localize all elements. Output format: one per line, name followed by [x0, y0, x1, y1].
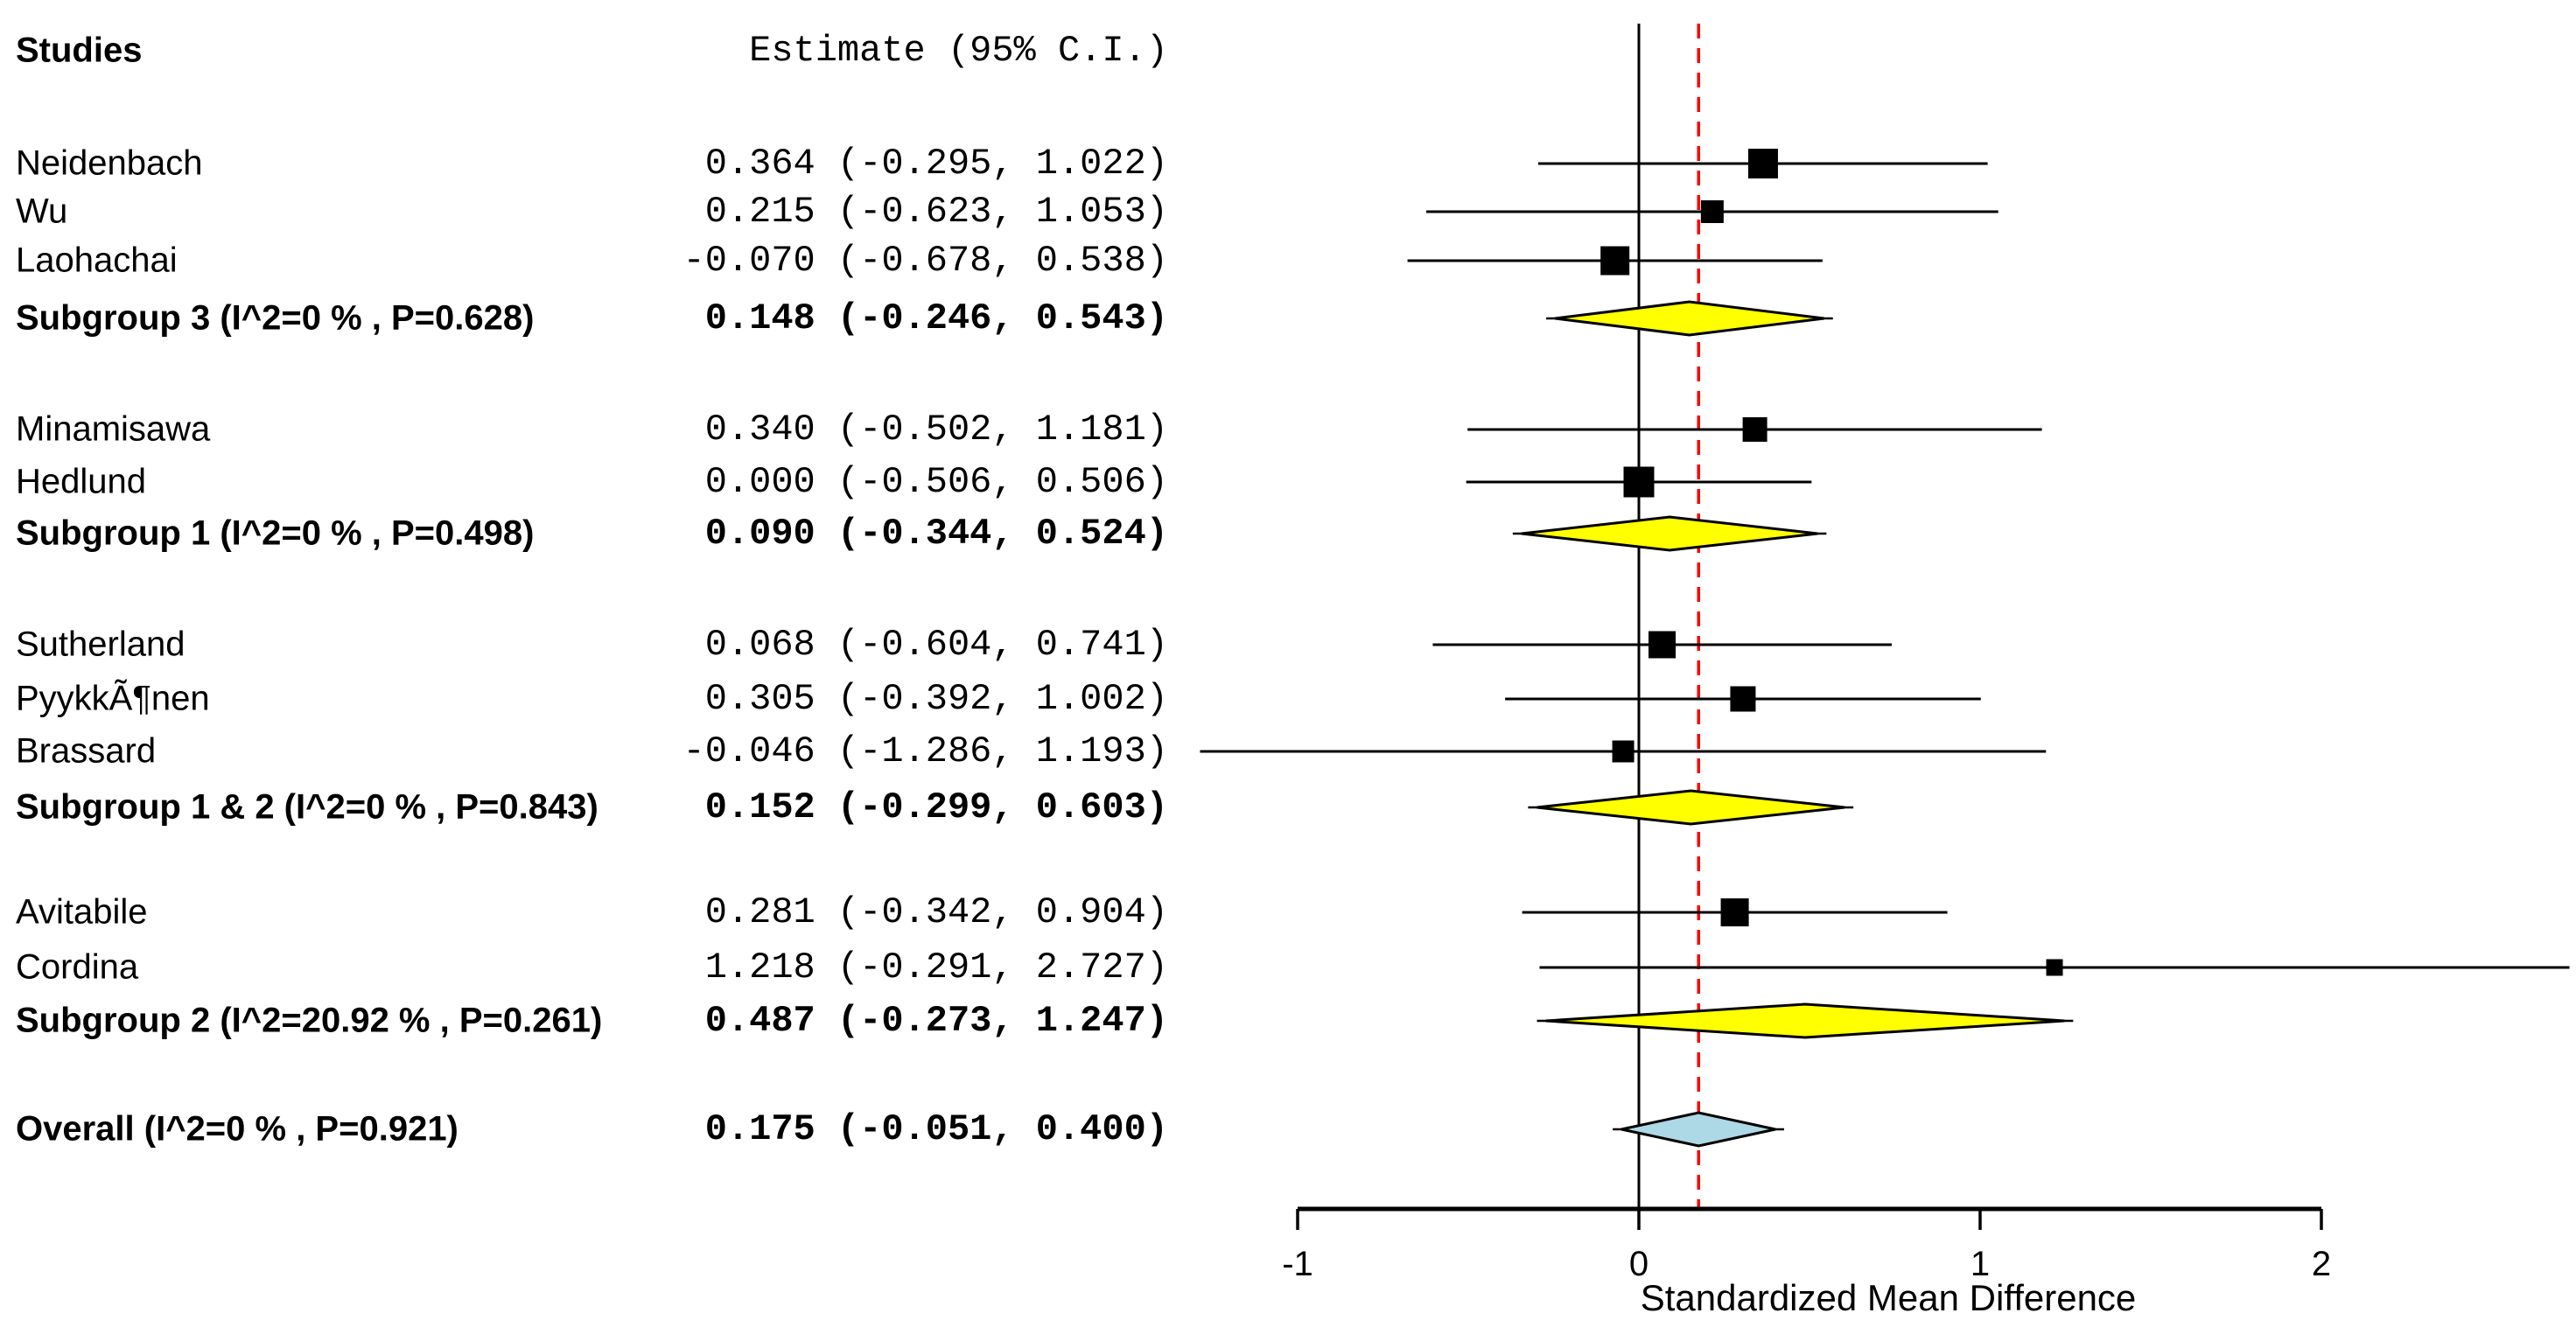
subgroup-diamond	[1545, 1002, 2065, 1039]
estimate-square	[1742, 417, 1768, 442]
subgroup-label: Overall (I^2=0 % , P=0.921)	[16, 1109, 458, 1149]
study-label: Wu	[16, 192, 68, 231]
estimate-value: 0.175 (-0.051, 0.400)	[704, 1108, 1168, 1150]
x-tick-label: 1	[1970, 1245, 1990, 1283]
estimate-square	[1648, 631, 1676, 659]
estimate-value: 0.090 (-0.344, 0.524)	[704, 513, 1168, 555]
studies-column-header: Studies	[16, 31, 143, 70]
estimate-value: 0.068 (-0.604, 0.741)	[704, 624, 1168, 666]
subgroup-label: Subgroup 3 (I^2=0 % , P=0.628)	[16, 298, 535, 338]
estimate-square	[1720, 898, 1749, 926]
estimate-value: 0.340 (-0.502, 1.181)	[704, 409, 1168, 450]
estimate-value: -0.046 (-1.286, 1.193)	[682, 730, 1169, 772]
x-tick-label: 0	[1629, 1245, 1648, 1283]
subgroup-diamond	[1554, 300, 1824, 337]
overall-diamond	[1620, 1111, 1776, 1148]
estimate-value: 0.000 (-0.506, 0.506)	[704, 461, 1168, 503]
study-label: Neidenbach	[16, 143, 203, 183]
estimate-square	[1747, 149, 1778, 178]
study-label: Hedlund	[16, 462, 147, 501]
estimate-square	[1730, 686, 1756, 712]
subgroup-label: Subgroup 2 (I^2=20.92 % , P=0.261)	[16, 1001, 603, 1040]
subgroup-label: Subgroup 1 & 2 (I^2=0 % , P=0.843)	[16, 787, 598, 827]
x-tick-label: 2	[2312, 1245, 2331, 1283]
estimate-value: 0.148 (-0.246, 0.543)	[704, 297, 1168, 339]
study-label: Brassard	[16, 731, 157, 771]
estimate-value: 0.305 (-0.392, 1.002)	[704, 678, 1168, 720]
x-tick-label: -1	[1282, 1245, 1313, 1283]
estimate-value: 0.281 (-0.342, 0.904)	[704, 891, 1168, 933]
estimate-value: 0.152 (-0.299, 0.603)	[704, 786, 1168, 828]
subgroup-diamond	[1536, 789, 1845, 826]
study-label: Laohachai	[16, 241, 178, 280]
estimate-value: 0.364 (-0.295, 1.022)	[704, 143, 1168, 185]
estimate-column-header: Estimate (95% C.I.)	[749, 30, 1168, 72]
estimate-value: 1.218 (-0.291, 2.727)	[704, 946, 1168, 988]
estimate-value: -0.070 (-0.678, 0.538)	[682, 240, 1169, 282]
study-label: PyykkÃ¶nen	[16, 679, 210, 718]
estimate-square	[1600, 246, 1630, 276]
subgroup-label: Subgroup 1 (I^2=0 % , P=0.498)	[16, 513, 535, 553]
estimate-square	[1700, 200, 1724, 223]
x-axis-title: Standardized Mean Difference	[1640, 1277, 2137, 1318]
estimate-value: 0.487 (-0.273, 1.247)	[704, 1000, 1168, 1042]
study-label: Avitabile	[16, 892, 148, 932]
study-label: Sutherland	[16, 625, 186, 664]
estimate-value: 0.215 (-0.623, 1.053)	[704, 191, 1168, 233]
estimate-square	[1612, 740, 1634, 763]
subgroup-diamond	[1521, 515, 1818, 552]
estimate-square	[2046, 959, 2063, 976]
study-label: Cordina	[16, 947, 139, 987]
estimate-square	[1623, 466, 1655, 498]
study-label: Minamisawa	[16, 409, 211, 449]
